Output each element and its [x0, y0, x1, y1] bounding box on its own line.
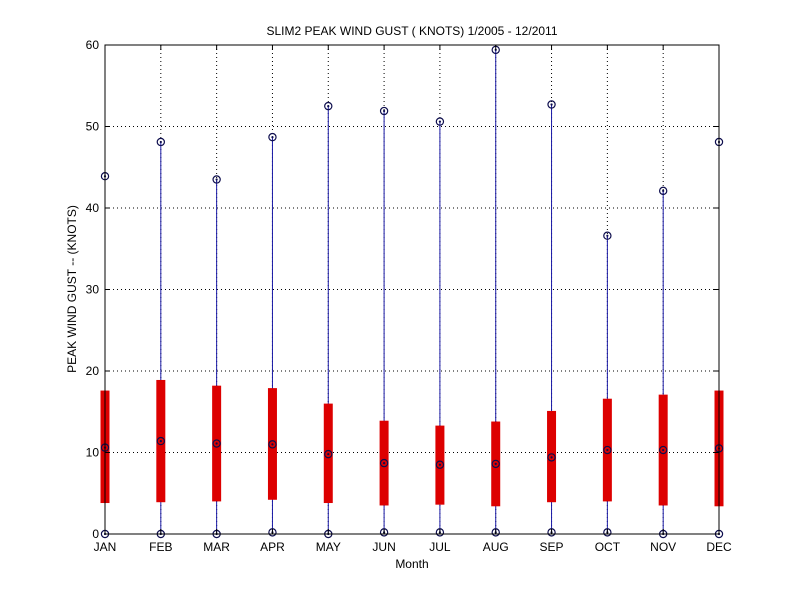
median-marker: [547, 453, 556, 462]
x-tick-label: FEB: [149, 540, 172, 554]
max-marker: [212, 175, 221, 184]
y-tick-label: 60: [86, 38, 100, 52]
x-tick-label: APR: [260, 540, 285, 554]
max-marker: [658, 186, 668, 196]
whiskers: [104, 49, 720, 534]
median-marker: [156, 436, 166, 446]
y-tick-label: 0: [92, 527, 99, 541]
max-marker-dot: [271, 135, 274, 139]
max-marker-dot: [662, 189, 665, 192]
max-marker-dot: [382, 109, 386, 113]
x-tick-label: MAR: [203, 540, 230, 554]
median-marker-dot: [271, 443, 274, 446]
median-marker: [268, 440, 277, 449]
x-axis-label: Month: [395, 557, 428, 571]
median-marker: [658, 445, 668, 455]
x-tick-label: MAY: [316, 540, 341, 554]
median-marker-dot: [327, 453, 330, 456]
x-tick-label: OCT: [595, 540, 621, 554]
max-marker-dot: [159, 140, 162, 144]
median-marker: [491, 459, 500, 469]
max-marker: [435, 117, 445, 126]
min-marker: [379, 528, 389, 537]
y-tick-label: 50: [86, 120, 100, 134]
median-marker-dot: [662, 448, 665, 452]
x-tick-label: JUN: [372, 540, 395, 554]
max-marker-dot: [550, 103, 553, 106]
min-marker: [603, 528, 612, 537]
grid: [105, 45, 719, 534]
median-marker: [324, 449, 333, 459]
x-tick-label: NOV: [650, 540, 676, 554]
chart-title: SLIM2 PEAK WIND GUST ( KNOTS) 1/2005 - 1…: [267, 24, 558, 38]
y-tick-label: 30: [86, 283, 100, 297]
max-marker-dot: [438, 120, 442, 123]
x-tick-label: AUG: [483, 540, 509, 554]
max-marker-dot: [327, 105, 330, 108]
max-marker: [603, 231, 612, 240]
median-marker: [435, 460, 445, 469]
median-marker: [379, 458, 389, 468]
max-marker-dot: [215, 178, 218, 181]
max-marker: [156, 137, 166, 147]
min-marker: [268, 528, 277, 537]
median-marker: [603, 445, 612, 455]
y-axis-label: PEAK WIND GUST -- (KNOTS): [65, 205, 79, 373]
x-tick-label: DEC: [706, 540, 732, 554]
median-marker-dot: [606, 448, 609, 452]
x-tick-label: SEP: [540, 540, 564, 554]
max-marker: [324, 101, 333, 111]
median-marker-dot: [438, 463, 442, 466]
median-marker-dot: [382, 461, 386, 465]
max-marker: [547, 100, 556, 109]
max-marker: [268, 132, 277, 142]
median-marker-dot: [215, 442, 218, 445]
median-marker-dot: [550, 456, 553, 459]
min-marker: [491, 528, 500, 537]
median-marker: [212, 439, 221, 448]
y-tick-label: 10: [86, 446, 100, 460]
y-tick-label: 20: [86, 364, 100, 378]
max-marker-dot: [606, 234, 609, 237]
markers: [100, 45, 724, 539]
x-axis-ticks: JAN FEB MAR APR MAY JUN JUL AUG SEP OCT NOV DEC: [94, 45, 732, 554]
median-marker-dot: [494, 462, 497, 466]
y-axis-ticks: 0 10 20 30 40 50 60: [86, 38, 719, 541]
min-marker: [435, 528, 445, 537]
median-marker-dot: [159, 439, 162, 443]
x-tick-label: JAN: [94, 540, 117, 554]
x-tick-label: JUL: [429, 540, 451, 554]
min-marker: [547, 528, 556, 537]
boxes: [100, 379, 724, 507]
y-tick-label: 40: [86, 201, 100, 215]
max-marker: [379, 106, 389, 116]
